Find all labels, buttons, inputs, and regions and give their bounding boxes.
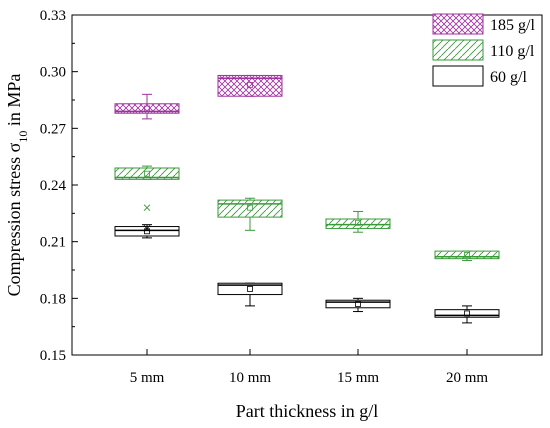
mean-marker — [355, 219, 361, 226]
box-body — [325, 218, 391, 229]
box-plot — [114, 93, 180, 120]
box-body — [114, 226, 180, 237]
box-body — [217, 282, 283, 296]
box-plot — [325, 210, 391, 233]
outlier-marker — [143, 225, 151, 232]
mean-marker — [144, 105, 150, 112]
y-tick-label: 0.30 — [40, 65, 66, 81]
legend-label: 110 g/l — [490, 43, 535, 60]
y-tick-label: 0.27 — [40, 121, 67, 137]
mean-marker — [247, 204, 253, 211]
mean-marker — [464, 251, 470, 258]
x-tick-label: 20 mm — [446, 370, 488, 386]
y-axis-title-subscript: 10 — [16, 131, 30, 143]
x-tick-label: 10 mm — [229, 370, 271, 386]
box-plot — [434, 250, 500, 262]
box-plot — [217, 74, 283, 97]
box-plot — [217, 282, 283, 307]
x-tick-label: 15 mm — [337, 370, 379, 386]
box-plot — [217, 197, 283, 231]
box-series — [114, 74, 500, 324]
box-plot — [114, 165, 180, 212]
box-body — [114, 167, 180, 180]
y-tick-label: 0.33 — [40, 8, 66, 24]
outlier-marker — [143, 204, 151, 212]
legend-label: 185 g/l — [490, 17, 535, 34]
box-plot — [434, 305, 500, 324]
box-body — [217, 199, 283, 218]
y-axis-title-main: Compression stress σ — [4, 142, 24, 296]
y-tick-label: 0.18 — [40, 291, 66, 307]
legend: 185 g/l 110 g/l 60 g/l — [432, 13, 535, 87]
box-body — [434, 250, 500, 260]
legend-swatch-background — [433, 66, 483, 86]
legend-label: 60 g/l — [490, 69, 527, 86]
mean-marker — [355, 301, 361, 307]
y-tick-label: 0.24 — [40, 178, 67, 194]
y-axis-title-suffix: in MPa — [4, 74, 24, 131]
x-tick-label: 5 mm — [130, 370, 165, 386]
box-body — [434, 309, 500, 318]
mean-marker — [247, 285, 253, 292]
legend-swatch — [432, 13, 484, 35]
box-body — [114, 103, 180, 114]
x-axis: 5 mm 10 mm 15 mm 20 mm — [130, 349, 488, 386]
y-axis: 0.15 0.18 0.21 0.24 0.27 0.30 0.33 — [40, 8, 78, 364]
y-axis-title: Compression stress σ10 in MPa — [4, 74, 30, 297]
legend-swatch — [432, 65, 484, 87]
mean-marker — [464, 310, 470, 317]
box-background — [435, 309, 499, 318]
y-tick-label: 0.15 — [40, 348, 66, 364]
box-background — [218, 283, 282, 295]
box-background — [326, 300, 390, 308]
legend-swatch — [432, 39, 484, 61]
box-background — [115, 226, 179, 236]
y-tick-label: 0.21 — [40, 235, 66, 251]
x-axis-title: Part thickness in g/l — [236, 401, 379, 421]
box-body — [325, 299, 391, 309]
box-plot — [325, 297, 391, 313]
box-body — [217, 74, 283, 97]
mean-marker — [144, 170, 150, 177]
box-plot — [114, 224, 180, 239]
mean-marker — [247, 81, 253, 88]
